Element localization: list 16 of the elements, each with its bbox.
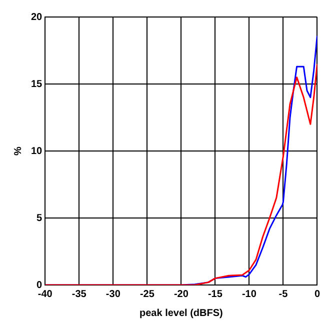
x-tick-label: -20 bbox=[174, 288, 189, 300]
y-tick-label: 5 bbox=[36, 212, 43, 224]
x-axis-title: peak level (dBFS) bbox=[139, 308, 223, 319]
x-tick-label: -10 bbox=[242, 288, 257, 300]
y-tick-label: 0 bbox=[36, 280, 43, 291]
x-tick-label: 0 bbox=[314, 288, 320, 300]
x-tick-label: -25 bbox=[140, 288, 155, 300]
x-tick-label: -15 bbox=[208, 288, 223, 300]
x-tick-label: -35 bbox=[72, 288, 87, 300]
x-tick-label: -30 bbox=[106, 288, 121, 300]
x-tick-label: -5 bbox=[278, 288, 288, 300]
x-tick-label: -40 bbox=[38, 288, 53, 300]
y-tick-label: 20 bbox=[31, 12, 43, 23]
y-axis-title: % bbox=[12, 146, 24, 156]
y-tick-label: 10 bbox=[31, 146, 43, 157]
y-tick-label: 15 bbox=[31, 78, 43, 90]
